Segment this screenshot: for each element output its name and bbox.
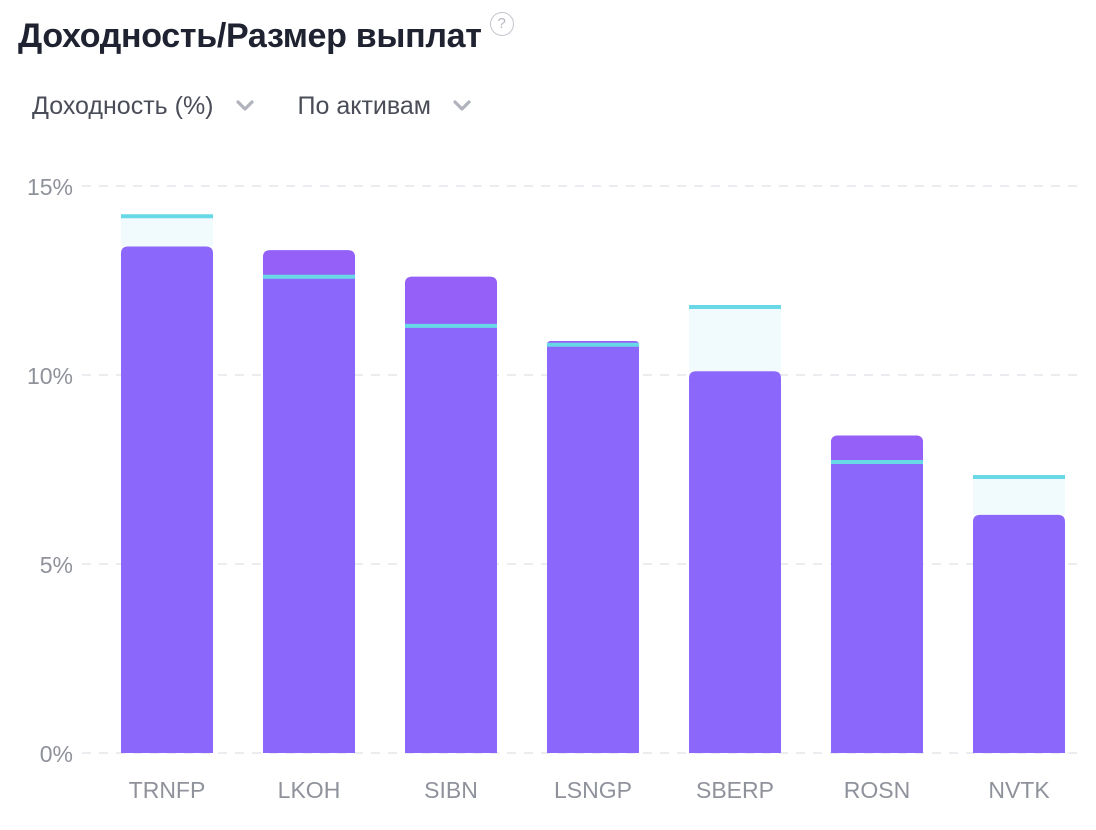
page-title: Доходность/Размер выплат [18,16,482,55]
x-tick-label: TRNFP [129,777,206,803]
y-tick-label: 0% [40,741,73,767]
chart-controls: Доходность (%) По активам [32,86,515,126]
x-tick-label: SIBN [424,777,478,803]
bar-lkoh [263,250,355,753]
x-tick-label: ROSN [844,777,910,803]
yield-bar-chart: 0% 5% 10% 15% TRNFP LKOH SIBN LSNGP SBERP ROSN NVT… [27,174,1084,803]
metric-dropdown-label: Доходность (%) [32,91,214,120]
x-tick-label: NVTK [988,777,1050,803]
bar-upper-segment [263,250,355,277]
grouping-dropdown-label: По активам [297,91,431,120]
x-tick-label: SBERP [696,777,774,803]
bar-trnfp [121,246,213,753]
chevron-down-icon [235,100,254,111]
chart-header: Доходность/Размер выплат ? [18,10,514,62]
y-tick-label: 15% [27,174,73,200]
bar-nvtk [973,514,1065,753]
y-tick-label: 5% [40,552,73,578]
chevron-down-icon [453,100,471,111]
forecast-gap-fill [689,306,781,372]
x-tick-label: LKOH [278,777,341,803]
x-tick-label: LSNGP [554,777,632,803]
grouping-dropdown[interactable]: По активам [298,92,473,121]
forecast-gap-fill [973,477,1065,515]
y-tick-label: 10% [27,363,73,389]
metric-dropdown[interactable]: Доходность (%) [32,92,256,121]
bar-sibn [405,276,497,753]
bar-lsngp [547,340,639,753]
bar-upper-segment [831,435,923,462]
bar-sberp [689,371,781,753]
bar-upper-segment [405,276,497,326]
bar-rosn [831,435,923,753]
help-icon[interactable]: ? [489,12,514,36]
forecast-gap-fill [121,216,213,247]
